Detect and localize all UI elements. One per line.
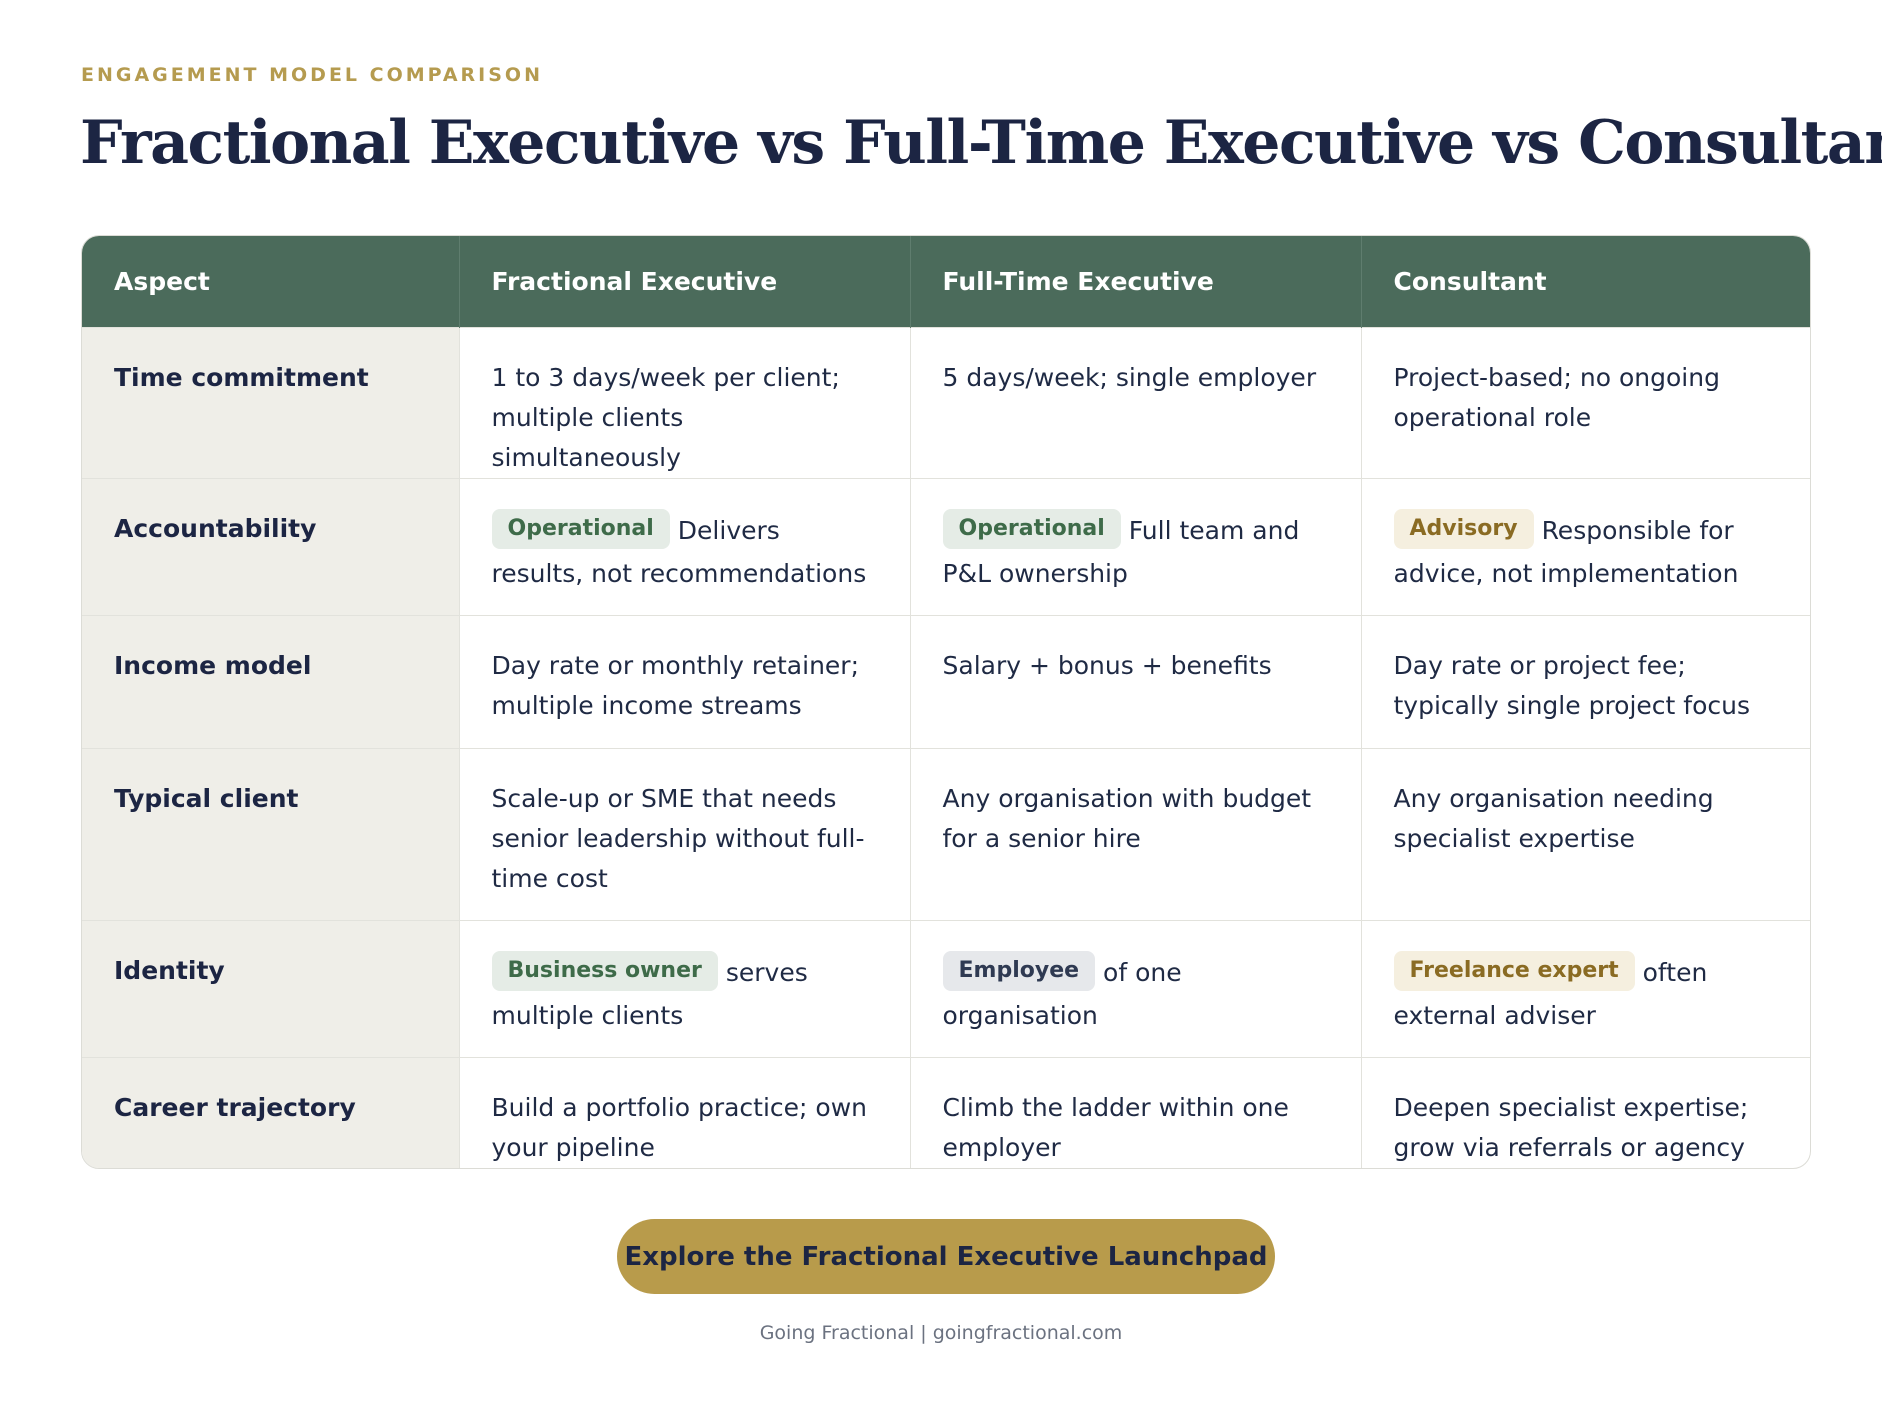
badge-operational: Operational [942, 508, 1121, 549]
cell-text: Build a portfolio practice; own your pip… [491, 1092, 868, 1162]
cell-fulltime: 5 days/week; single employer [910, 326, 1362, 478]
cell-fractional: Day rate or monthly retainer; multiple i… [459, 614, 911, 748]
badge-operational: Operational [491, 508, 670, 549]
cell-consultant: Project-based; no ongoing operational ro… [1361, 326, 1810, 478]
column-header-fractional: Fractional Executive [459, 236, 911, 327]
cell-consultant: Freelance expert often external adviser [1361, 919, 1810, 1057]
cell-text: Scale-up or SME that needs senior leader… [491, 783, 865, 893]
row-aspect-label: Time commitment [82, 326, 460, 478]
cell-text: Any organisation needing specialist expe… [1393, 783, 1714, 853]
page-title: Fractional Executive vs Full-Time Execut… [80, 108, 1882, 178]
cell-fulltime: Salary + bonus + benefits [910, 614, 1362, 748]
cell-text: serves multiple clients [491, 957, 808, 1030]
cell-fractional: Build a portfolio practice; own your pip… [459, 1056, 911, 1168]
column-header-fulltime: Full-Time Executive [910, 236, 1362, 327]
table-row: Career trajectory Build a portfolio prac… [82, 1056, 1810, 1168]
cell-consultant: Any organisation needing specialist expe… [1361, 747, 1810, 920]
cell-consultant: Deepen specialist expertise; grow via re… [1361, 1056, 1810, 1168]
badge-freelance-expert: Freelance expert [1393, 950, 1635, 991]
comparison-table-card: Aspect Fractional Executive Full-Time Ex… [81, 235, 1811, 1169]
table-row: Accountability Operational Delivers resul… [82, 477, 1810, 615]
cell-text: Any organisation with budget for a senio… [942, 783, 1312, 853]
column-header-consultant: Consultant [1393, 266, 1547, 296]
column-header-aspect: Aspect [82, 236, 460, 327]
cell-text: Deepen specialist expertise; grow via re… [1393, 1092, 1749, 1162]
row-aspect-label: Accountability [82, 477, 460, 615]
table-header-row: Aspect Fractional Executive Full-Time Ex… [82, 236, 1810, 327]
cell-fulltime: Any organisation with budget for a senio… [910, 747, 1362, 920]
row-aspect-label: Typical client [82, 747, 460, 920]
explore-launchpad-button[interactable]: Explore the Fractional Executive Launchp… [617, 1219, 1275, 1294]
cell-text: Day rate or project fee; typically singl… [1393, 650, 1751, 720]
table-row: Income model Day rate or monthly retaine… [82, 614, 1810, 748]
cell-fulltime: Operational Full team and P&L ownership [910, 477, 1362, 615]
badge-business-owner: Business owner [491, 950, 718, 991]
cell-consultant: Day rate or project fee; typically singl… [1361, 614, 1810, 748]
cell-text: of one organisation [942, 957, 1182, 1030]
table-row: Time commitment 1 to 3 days/week per cli… [82, 326, 1810, 478]
table-row: Typical client Scale-up or SME that need… [82, 747, 1810, 920]
cell-consultant: Advisory Responsible for advice, not impl… [1361, 477, 1810, 615]
cell-text: 5 days/week; single employer [942, 362, 1317, 392]
cell-text: 1 to 3 days/week per client; multiple cl… [491, 362, 840, 472]
cell-fulltime: Employee of one organisation [910, 919, 1362, 1057]
cell-text: Full team and P&L ownership [942, 515, 1300, 588]
cell-text: Project-based; no ongoing operational ro… [1393, 362, 1720, 432]
eyebrow-label: ENGAGEMENT MODEL COMPARISON [81, 64, 543, 86]
cell-text: Day rate or monthly retainer; multiple i… [491, 650, 860, 720]
badge-employee: Employee [942, 950, 1096, 991]
cell-text: Delivers results, not recommendations [491, 515, 867, 588]
cell-fractional: Operational Delivers results, not recomme… [459, 477, 911, 615]
cell-fractional: 1 to 3 days/week per client; multiple cl… [459, 326, 911, 478]
row-aspect-label: Income model [82, 614, 460, 748]
cell-fractional: Scale-up or SME that needs senior leader… [459, 747, 911, 920]
badge-advisory: Advisory [1393, 508, 1534, 549]
cell-text: Salary + bonus + benefits [942, 650, 1272, 680]
footer-credit: Going Fractional | goingfractional.com [759, 1322, 1123, 1344]
row-aspect-label: Career trajectory [82, 1056, 460, 1168]
cell-fulltime: Climb the ladder within one employer [910, 1056, 1362, 1168]
cell-fractional: Business owner serves multiple clients [459, 919, 911, 1057]
cell-text: often external adviser [1393, 957, 1708, 1030]
cell-text: Responsible for advice, not implementati… [1393, 515, 1739, 588]
comparison-table: Aspect Fractional Executive Full-Time Ex… [82, 236, 1810, 1168]
row-aspect-label: Identity [82, 919, 460, 1057]
cell-text: Climb the ladder within one employer [942, 1092, 1289, 1162]
table-row: Identity Business owner serves multiple c… [82, 919, 1810, 1057]
